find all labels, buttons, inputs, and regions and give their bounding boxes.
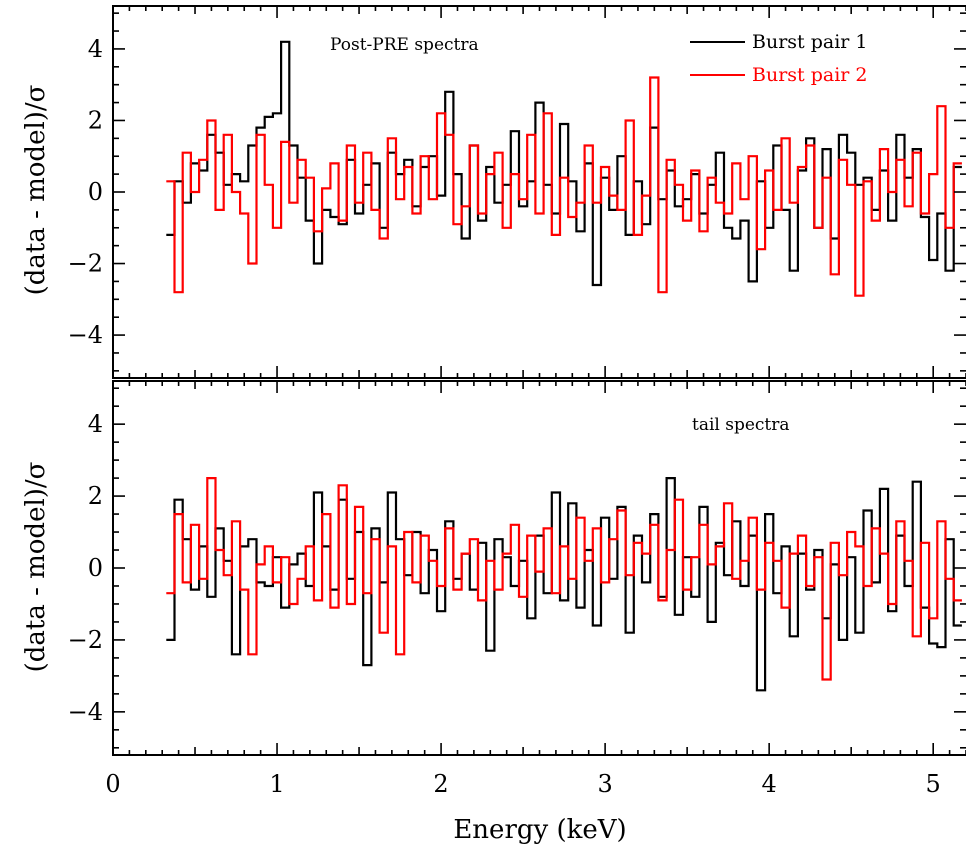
post-pre-series-burst-pair-2 <box>166 76 962 297</box>
x-tick-label: 4 <box>762 770 777 798</box>
tail-y-tick-label: 0 <box>88 554 103 582</box>
tail-panel-title: tail spectra <box>692 415 790 435</box>
tail-series-burst-pair-2 <box>166 477 962 681</box>
post-pre-y-tick-label: −4 <box>68 321 103 349</box>
x-tick-label: 2 <box>433 770 448 798</box>
tail-y-tick-labels: 4 2 0 −2 −4 <box>68 410 103 726</box>
post-pre-series-layer <box>166 40 962 297</box>
post-pre-y-tick-label: 4 <box>88 35 103 63</box>
x-tick-label: 0 <box>105 770 120 798</box>
post-pre-y-tick-label: −2 <box>68 250 103 278</box>
post-pre-series-burst-pair-1 <box>166 40 962 287</box>
tail-ticks-layer <box>112 381 966 755</box>
post-pre-y-tick-label: 0 <box>88 178 103 206</box>
tail-y-axis-title: (data - model)/σ <box>21 462 51 673</box>
x-tick-label: 3 <box>597 770 612 798</box>
tail-y-tick-label: −2 <box>68 626 103 654</box>
tail-series-burst-pair-1 <box>166 477 962 692</box>
x-tick-labels: 0 1 2 3 4 5 <box>105 770 940 798</box>
tail-series-layer <box>166 477 962 692</box>
tail-y-tick-label: 2 <box>88 482 103 510</box>
legend-label-burst-pair-1: Burst pair 1 <box>752 31 867 53</box>
x-tick-label: 5 <box>926 770 941 798</box>
panel-post-pre-spectra: 4 2 0 −2 −4 Post-PRE spectra (data - model)/… <box>21 5 966 379</box>
post-pre-panel-title: Post-PRE spectra <box>330 35 479 55</box>
post-pre-plot-frame <box>112 5 966 379</box>
x-axis-title: Energy (keV) <box>453 815 626 845</box>
post-pre-y-tick-label: 2 <box>88 106 103 134</box>
tail-plot-frame <box>112 380 966 756</box>
post-pre-y-tick-labels: 4 2 0 −2 −4 <box>68 35 103 349</box>
panel-tail-spectra: 4 2 0 −2 −4 tail spectra (data - model)/σ <box>21 380 966 756</box>
post-pre-y-axis-title: (data - model)/σ <box>21 85 51 296</box>
tail-y-tick-label: 4 <box>88 410 103 438</box>
legend-label-burst-pair-2: Burst pair 2 <box>752 64 867 86</box>
x-tick-label: 1 <box>269 770 284 798</box>
tail-y-tick-label: −4 <box>68 698 103 726</box>
legend: Burst pair 1 Burst pair 2 <box>690 31 867 86</box>
